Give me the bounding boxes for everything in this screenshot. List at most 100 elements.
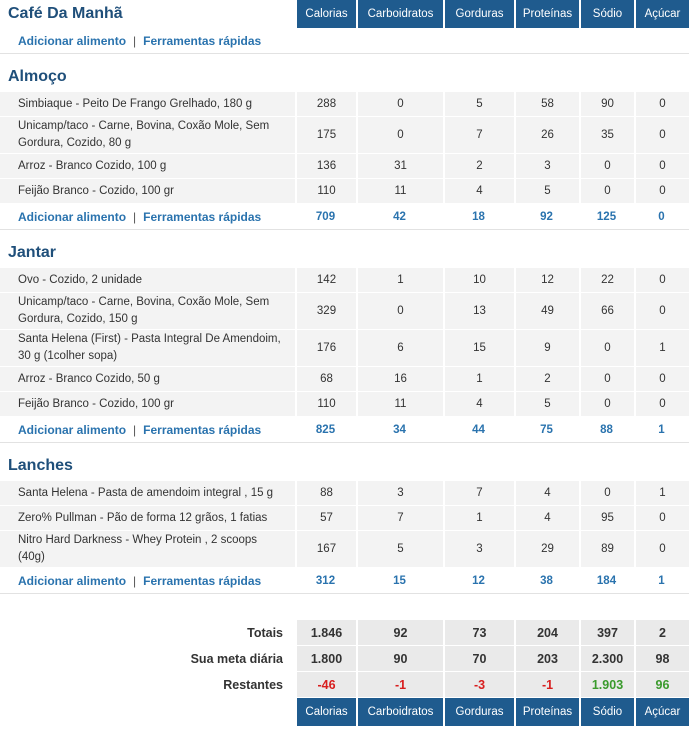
food-name[interactable]: Santa Helena (First) - Pasta Integral De… bbox=[0, 330, 295, 367]
sodium-value: 89 bbox=[579, 531, 634, 568]
food-row[interactable]: Zero% Pullman - Pão de forma 12 grãos, 1… bbox=[0, 506, 689, 531]
calories-value: 110 bbox=[295, 179, 356, 204]
sugar-value: 1 bbox=[634, 481, 689, 506]
breakfast-add-row: Adicionar alimento | Ferramentas rápidas bbox=[0, 28, 689, 54]
fat-value: 2 bbox=[443, 154, 514, 179]
snacks-add-row: Adicionar alimento | Ferramentas rápidas 3… bbox=[0, 568, 689, 594]
total-carbs: 92 bbox=[356, 620, 443, 646]
carbs-value: 11 bbox=[356, 179, 443, 204]
sodium-value: 0 bbox=[579, 392, 634, 417]
food-row[interactable]: Santa Helena (First) - Pasta Integral De… bbox=[0, 330, 689, 367]
food-row[interactable]: Arroz - Branco Cozido, 50 g 68 16 1 2 0 … bbox=[0, 367, 689, 392]
sugar-value: 1 bbox=[634, 330, 689, 367]
food-row[interactable]: Ovo - Cozido, 2 unidade 142 1 10 12 22 0 bbox=[0, 268, 689, 293]
goal-protein: 203 bbox=[514, 646, 579, 672]
food-row[interactable]: Simbiaque - Peito De Frango Grelhado, 18… bbox=[0, 92, 689, 117]
sodium-value: 0 bbox=[579, 330, 634, 367]
add-food-link[interactable]: Adicionar alimento bbox=[18, 573, 127, 588]
quick-tools-link[interactable]: Ferramentas rápidas bbox=[143, 573, 262, 588]
food-name[interactable]: Feijão Branco - Cozido, 100 gr bbox=[0, 392, 295, 417]
remaining-protein: -1 bbox=[514, 672, 579, 698]
add-food-link[interactable]: Adicionar alimento bbox=[18, 422, 127, 437]
quick-tools-link[interactable]: Ferramentas rápidas bbox=[143, 422, 262, 437]
col-header-protein: Proteínas bbox=[514, 0, 579, 28]
protein-value: 9 bbox=[514, 330, 579, 367]
sugar-value: 0 bbox=[634, 506, 689, 531]
link-separator: | bbox=[133, 33, 137, 48]
meal-total-calories: 312 bbox=[295, 568, 356, 594]
food-name[interactable]: Arroz - Branco Cozido, 100 g bbox=[0, 154, 295, 179]
goal-row: Sua meta diária 1.800 90 70 203 2.300 98 bbox=[0, 646, 689, 672]
food-name[interactable]: Nitro Hard Darkness - Whey Protein , 2 s… bbox=[0, 531, 295, 568]
remaining-fat: -3 bbox=[443, 672, 514, 698]
food-row[interactable]: Unicamp/taco - Carne, Bovina, Coxão Mole… bbox=[0, 117, 689, 154]
fat-value: 1 bbox=[443, 506, 514, 531]
sugar-value: 0 bbox=[634, 367, 689, 392]
lunch-links: Adicionar alimento | Ferramentas rápidas bbox=[0, 204, 295, 230]
food-row[interactable]: Nitro Hard Darkness - Whey Protein , 2 s… bbox=[0, 531, 689, 568]
carbs-value: 0 bbox=[356, 92, 443, 117]
calories-value: 142 bbox=[295, 268, 356, 293]
meal-total-sugar: 1 bbox=[634, 568, 689, 594]
protein-value: 2 bbox=[514, 367, 579, 392]
quick-tools-link[interactable]: Ferramentas rápidas bbox=[143, 209, 262, 224]
food-name[interactable]: Arroz - Branco Cozido, 50 g bbox=[0, 367, 295, 392]
add-food-link[interactable]: Adicionar alimento bbox=[18, 33, 127, 48]
remaining-calories: -46 bbox=[295, 672, 356, 698]
food-name[interactable]: Ovo - Cozido, 2 unidade bbox=[0, 268, 295, 293]
meal-total-calories: 825 bbox=[295, 417, 356, 443]
sodium-value: 66 bbox=[579, 293, 634, 330]
food-name[interactable]: Santa Helena - Pasta de amendoim integra… bbox=[0, 481, 295, 506]
meal-total-carbs: 42 bbox=[356, 204, 443, 230]
quick-tools-link[interactable]: Ferramentas rápidas bbox=[143, 33, 262, 48]
fat-value: 10 bbox=[443, 268, 514, 293]
meal-total-sodium: 88 bbox=[579, 417, 634, 443]
add-food-link[interactable]: Adicionar alimento bbox=[18, 209, 127, 224]
food-name[interactable]: Feijão Branco - Cozido, 100 gr bbox=[0, 179, 295, 204]
meal-total-protein: 92 bbox=[514, 204, 579, 230]
col-footer-fat: Gorduras bbox=[443, 698, 514, 726]
footer-header-row: Calorias Carboidratos Gorduras Proteínas… bbox=[0, 698, 689, 726]
calories-value: 57 bbox=[295, 506, 356, 531]
meal-total-fat: 12 bbox=[443, 568, 514, 594]
total-protein: 204 bbox=[514, 620, 579, 646]
remaining-sodium: 1.903 bbox=[579, 672, 634, 698]
lunch-header-row: Almoço bbox=[0, 62, 689, 92]
food-diary-table: Café Da Manhã Calorias Carboidratos Gord… bbox=[0, 0, 689, 726]
col-header-sugar: Açúcar bbox=[634, 0, 689, 28]
food-row[interactable]: Feijão Branco - Cozido, 100 gr 110 11 4 … bbox=[0, 392, 689, 417]
meal-total-sodium: 125 bbox=[579, 204, 634, 230]
fat-value: 13 bbox=[443, 293, 514, 330]
food-row[interactable]: Santa Helena - Pasta de amendoim integra… bbox=[0, 481, 689, 506]
totals-row: Totais 1.846 92 73 204 397 2 bbox=[0, 620, 689, 646]
meal-total-protein: 38 bbox=[514, 568, 579, 594]
meal-total-fat: 18 bbox=[443, 204, 514, 230]
calories-value: 176 bbox=[295, 330, 356, 367]
food-row[interactable]: Unicamp/taco - Carne, Bovina, Coxão Mole… bbox=[0, 293, 689, 330]
meal-total-sodium: 184 bbox=[579, 568, 634, 594]
sugar-value: 0 bbox=[634, 179, 689, 204]
total-calories: 1.846 bbox=[295, 620, 356, 646]
col-footer-sugar: Açúcar bbox=[634, 698, 689, 726]
goal-label: Sua meta diária bbox=[190, 652, 283, 666]
col-header-sodium: Sódio bbox=[579, 0, 634, 28]
food-name[interactable]: Zero% Pullman - Pão de forma 12 grãos, 1… bbox=[0, 506, 295, 531]
sodium-value: 35 bbox=[579, 117, 634, 154]
protein-value: 5 bbox=[514, 392, 579, 417]
meal-total-protein: 75 bbox=[514, 417, 579, 443]
fat-value: 4 bbox=[443, 179, 514, 204]
protein-value: 4 bbox=[514, 506, 579, 531]
food-name[interactable]: Simbiaque - Peito De Frango Grelhado, 18… bbox=[0, 92, 295, 117]
fat-value: 15 bbox=[443, 330, 514, 367]
meal-total-carbs: 15 bbox=[356, 568, 443, 594]
food-row[interactable]: Feijão Branco - Cozido, 100 gr 110 11 4 … bbox=[0, 179, 689, 204]
food-name[interactable]: Unicamp/taco - Carne, Bovina, Coxão Mole… bbox=[0, 293, 295, 330]
breakfast-links: Adicionar alimento | Ferramentas rápidas bbox=[0, 28, 295, 54]
food-name[interactable]: Unicamp/taco - Carne, Bovina, Coxão Mole… bbox=[0, 117, 295, 154]
calories-value: 110 bbox=[295, 392, 356, 417]
sugar-value: 0 bbox=[634, 531, 689, 568]
sugar-value: 0 bbox=[634, 92, 689, 117]
food-row[interactable]: Arroz - Branco Cozido, 100 g 136 31 2 3 … bbox=[0, 154, 689, 179]
fat-value: 3 bbox=[443, 531, 514, 568]
sodium-value: 95 bbox=[579, 506, 634, 531]
